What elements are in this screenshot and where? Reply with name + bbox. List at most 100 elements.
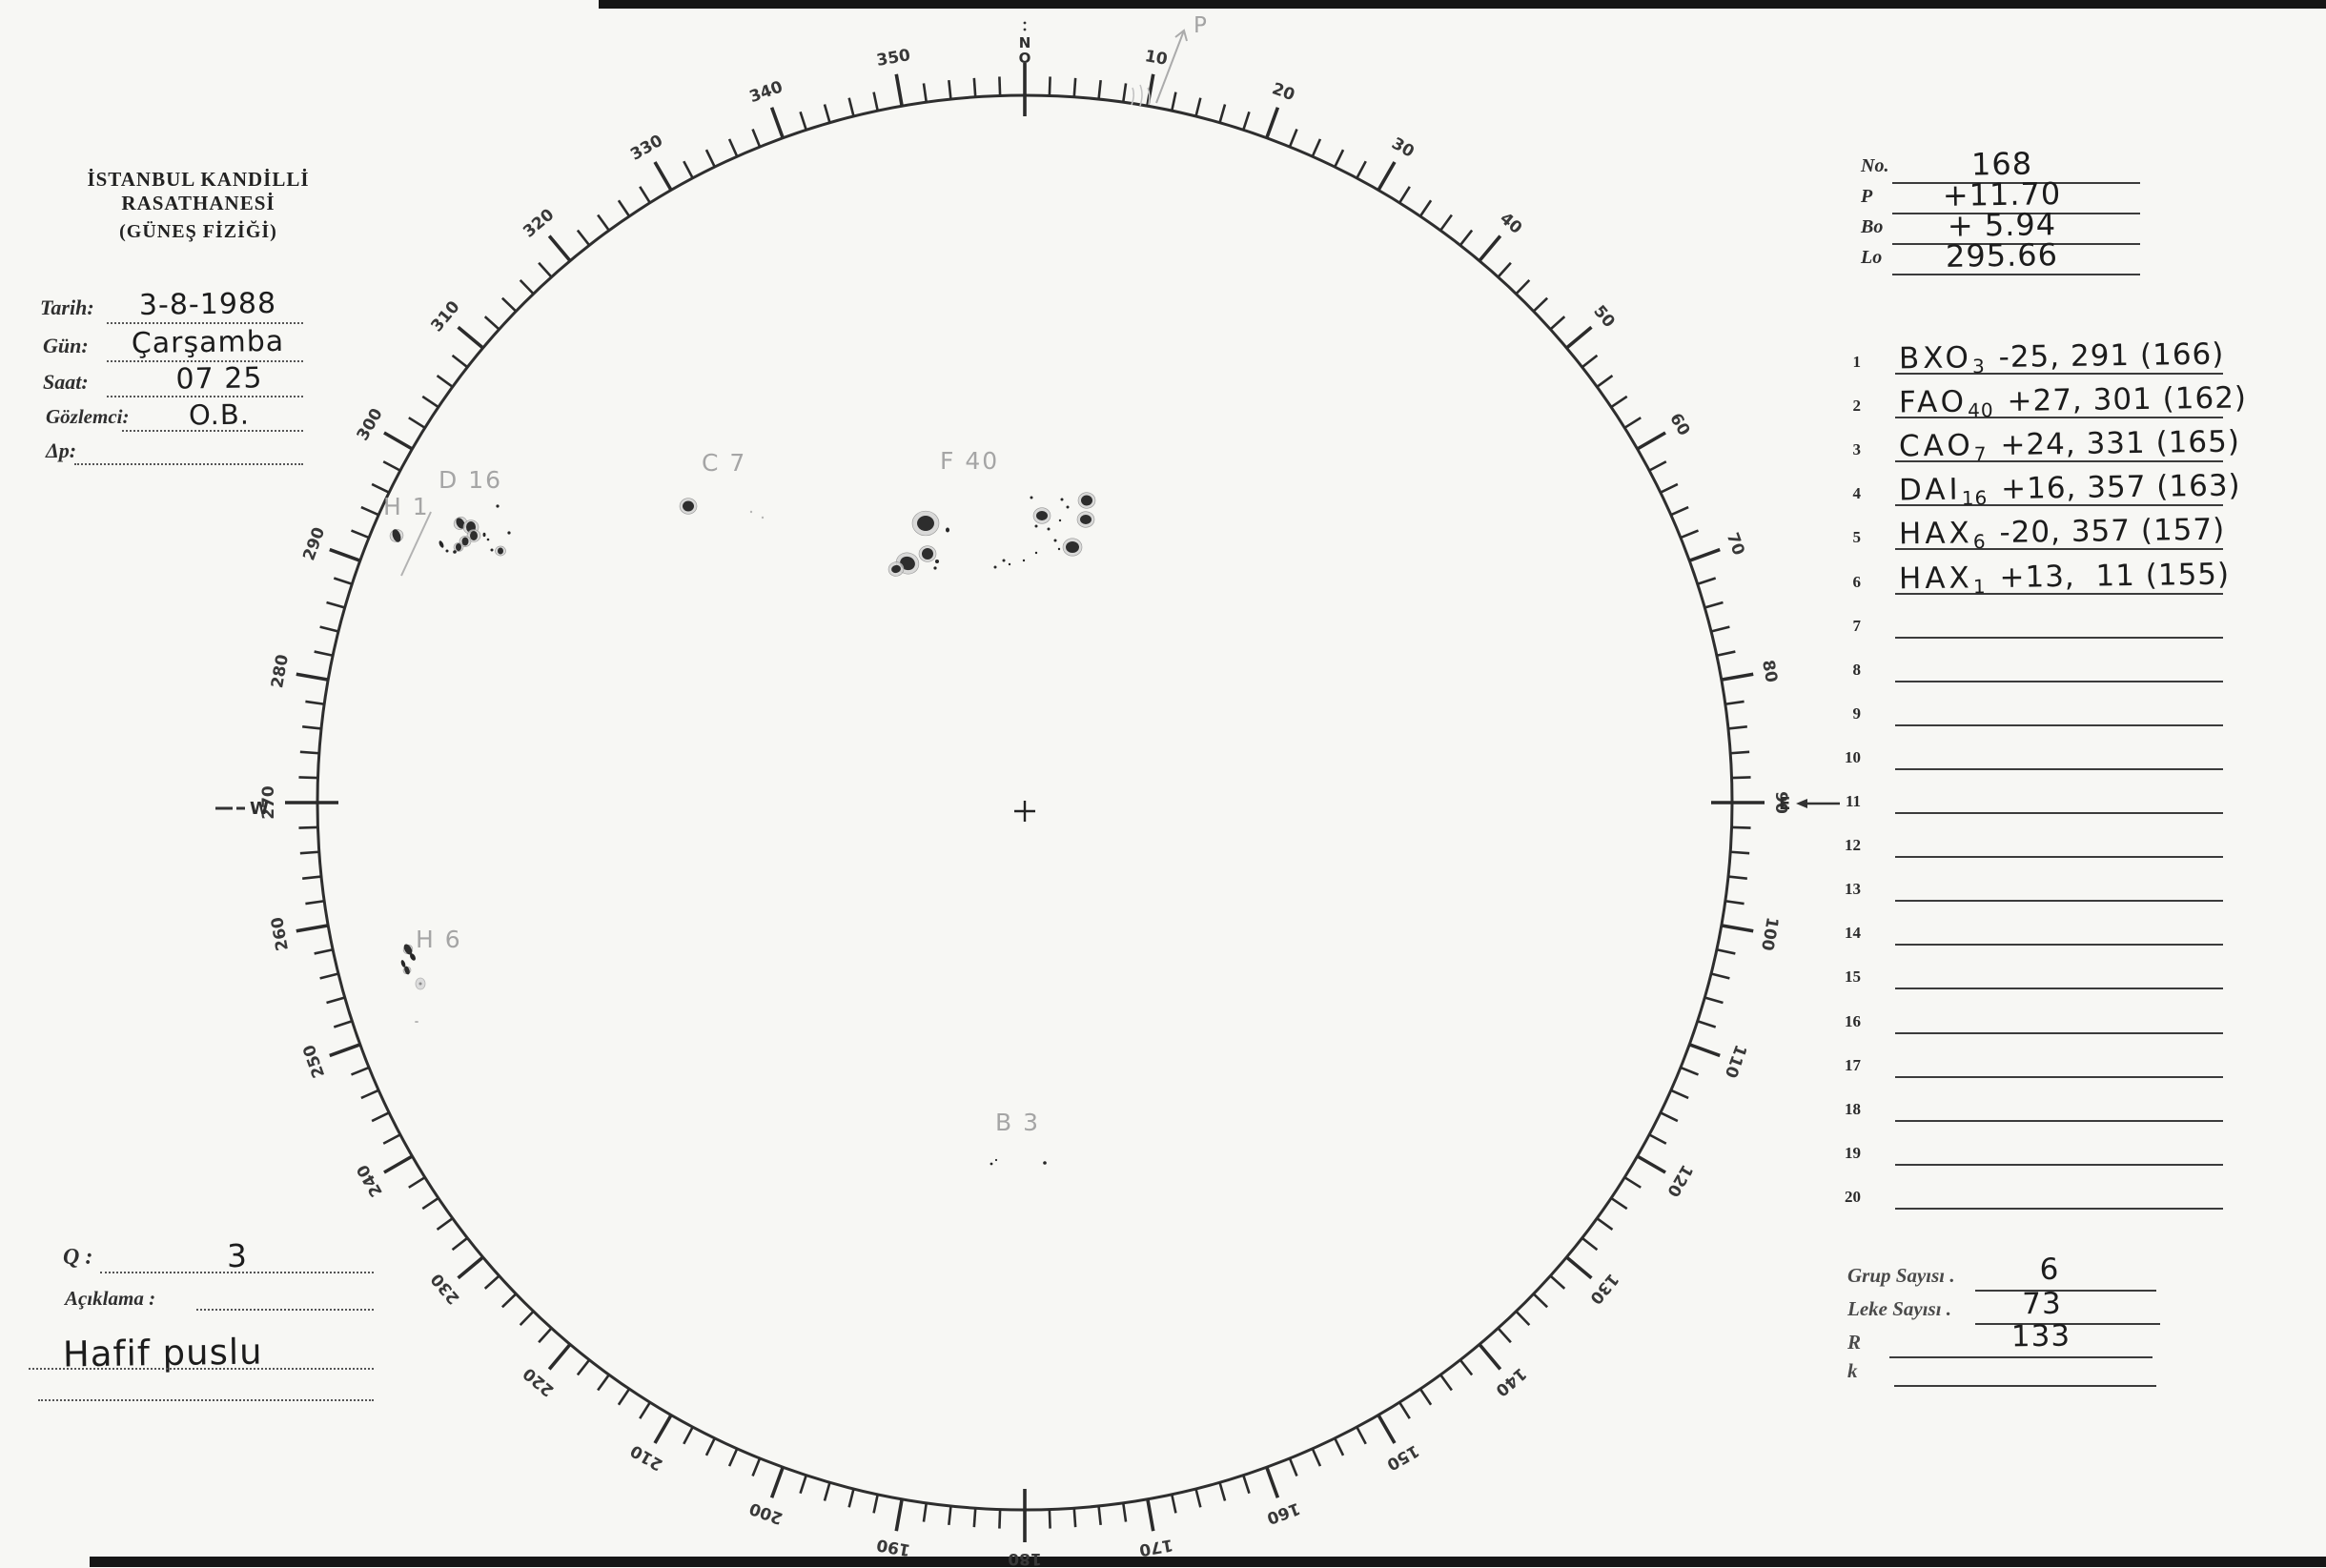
dotted-line [74, 463, 303, 465]
degree-tick [296, 924, 329, 933]
degree-label: 320 [520, 205, 558, 241]
obs-field-label: Δp: [46, 438, 77, 462]
degree-tick [333, 577, 353, 585]
degree-tick [519, 1310, 535, 1327]
degree-tick [1565, 325, 1593, 350]
degree-tick [1716, 947, 1736, 955]
list-row-number: 3 [1852, 440, 1862, 459]
degree-label: 280 [268, 653, 293, 690]
degree-tick [639, 1401, 651, 1419]
degree-label: 160 [1264, 1498, 1302, 1528]
list-row-line [1895, 1163, 2223, 1166]
degree-tick [408, 1176, 426, 1189]
degree-tick [1439, 1374, 1453, 1392]
ruled-line [1892, 274, 2140, 275]
degree-tick [451, 354, 469, 369]
degree-tick [1478, 234, 1502, 262]
sunspot-dot [400, 960, 406, 967]
sunspot-group-label: B 3 [995, 1109, 1040, 1136]
degree-tick [1265, 107, 1280, 139]
degree-tick [302, 725, 322, 730]
sunspot-faint-dot [761, 516, 765, 519]
sunspot-dot [1034, 524, 1038, 528]
degree-tick [1194, 97, 1202, 117]
degree-tick [1660, 482, 1679, 494]
sunspot-umbra [470, 531, 478, 540]
list-row-line [1895, 680, 2223, 682]
degree-tick [1356, 1426, 1367, 1445]
degree-tick [1680, 529, 1700, 540]
group-code: HAX [1898, 516, 1974, 552]
north-marker-n: N [1019, 34, 1031, 51]
degree-tick [302, 875, 322, 880]
sunspot-group-h6: H 6 [400, 926, 462, 1023]
sunspot-umbra [498, 547, 503, 555]
degree-tick [1648, 460, 1667, 472]
degree-tick [360, 1089, 379, 1100]
sunspot-group-label: H 6 [416, 926, 462, 953]
degree-tick [1497, 1327, 1512, 1344]
sunspot-dot [486, 538, 490, 541]
sunspot-umbra [1036, 511, 1048, 520]
degree-tick [998, 76, 1002, 96]
degree-tick [382, 1133, 401, 1145]
degree-label: 70 [1723, 530, 1748, 558]
ruled-line [1975, 1290, 2156, 1292]
list-row-line [1895, 504, 2223, 507]
sunspot-dot [445, 549, 449, 553]
degree-tick [1724, 899, 1744, 906]
degree-tick [653, 161, 673, 192]
degree-tick [547, 234, 572, 262]
group-code-subscript: 3 [1971, 355, 1986, 378]
degree-tick [1731, 776, 1751, 780]
degree-tick [1670, 505, 1689, 517]
degree-tick [329, 1043, 361, 1058]
pencil-squiggle [1139, 84, 1143, 107]
quality-value: 3 [226, 1236, 249, 1275]
degree-tick [1710, 625, 1730, 633]
degree-tick [1334, 1437, 1345, 1456]
list-row-number: 17 [1845, 1055, 1861, 1074]
group-entry: DAI16 +16, 357 (163) [1899, 469, 2241, 511]
ephemeris-label: P [1861, 186, 1873, 207]
sunspot-group-label: D 16 [439, 466, 502, 494]
list-row-number: 1 [1852, 353, 1862, 371]
degree-tick [1670, 1089, 1689, 1100]
degree-tick [350, 529, 370, 540]
sunspot-dot [935, 560, 939, 563]
obs-field-value: 3-8-1988 [138, 286, 277, 323]
list-row-line [1895, 988, 2223, 990]
pencil-squiggle [1131, 87, 1135, 106]
degree-tick [683, 160, 694, 179]
sunspot-dot [1043, 1161, 1047, 1165]
degree-label: 230 [427, 1270, 463, 1308]
degree-tick [576, 1358, 591, 1376]
degree-label: 120 [1663, 1161, 1696, 1200]
degree-tick [519, 278, 535, 295]
east-marker-arrow-head [1796, 799, 1807, 808]
ephemeris-label: No. [1861, 155, 1889, 176]
degree-tick [1724, 700, 1744, 706]
group-measurements: +27, 301 (162) [2007, 380, 2248, 419]
pencil-arrow-line [1155, 30, 1185, 104]
degree-label: 110 [1721, 1042, 1750, 1080]
ruled-line [1892, 213, 2140, 214]
list-row-line [1895, 373, 2223, 375]
list-row-line [1895, 812, 2223, 814]
list-row-number: 20 [1845, 1187, 1861, 1206]
degree-tick [299, 750, 319, 755]
obs-field-value: 07 25 [175, 361, 263, 397]
degree-tick [922, 1502, 928, 1522]
degree-tick [1478, 1343, 1502, 1371]
degree-tick [653, 1414, 673, 1444]
degree-tick [1072, 77, 1077, 97]
degree-tick [1730, 750, 1750, 755]
degree-tick [1439, 214, 1453, 232]
degree-label: 90 [1771, 791, 1790, 814]
scan-artifact-top-bar [599, 0, 2326, 9]
degree-tick [872, 92, 880, 112]
degree-tick [1610, 1196, 1628, 1211]
observatory-header: İSTANBUL KANDİLLİ RASATHANESİ (GÜNEŞ FİZ… [8, 168, 389, 243]
sunspot-dot [990, 1162, 993, 1166]
east-marker-label: E [1779, 794, 1790, 814]
